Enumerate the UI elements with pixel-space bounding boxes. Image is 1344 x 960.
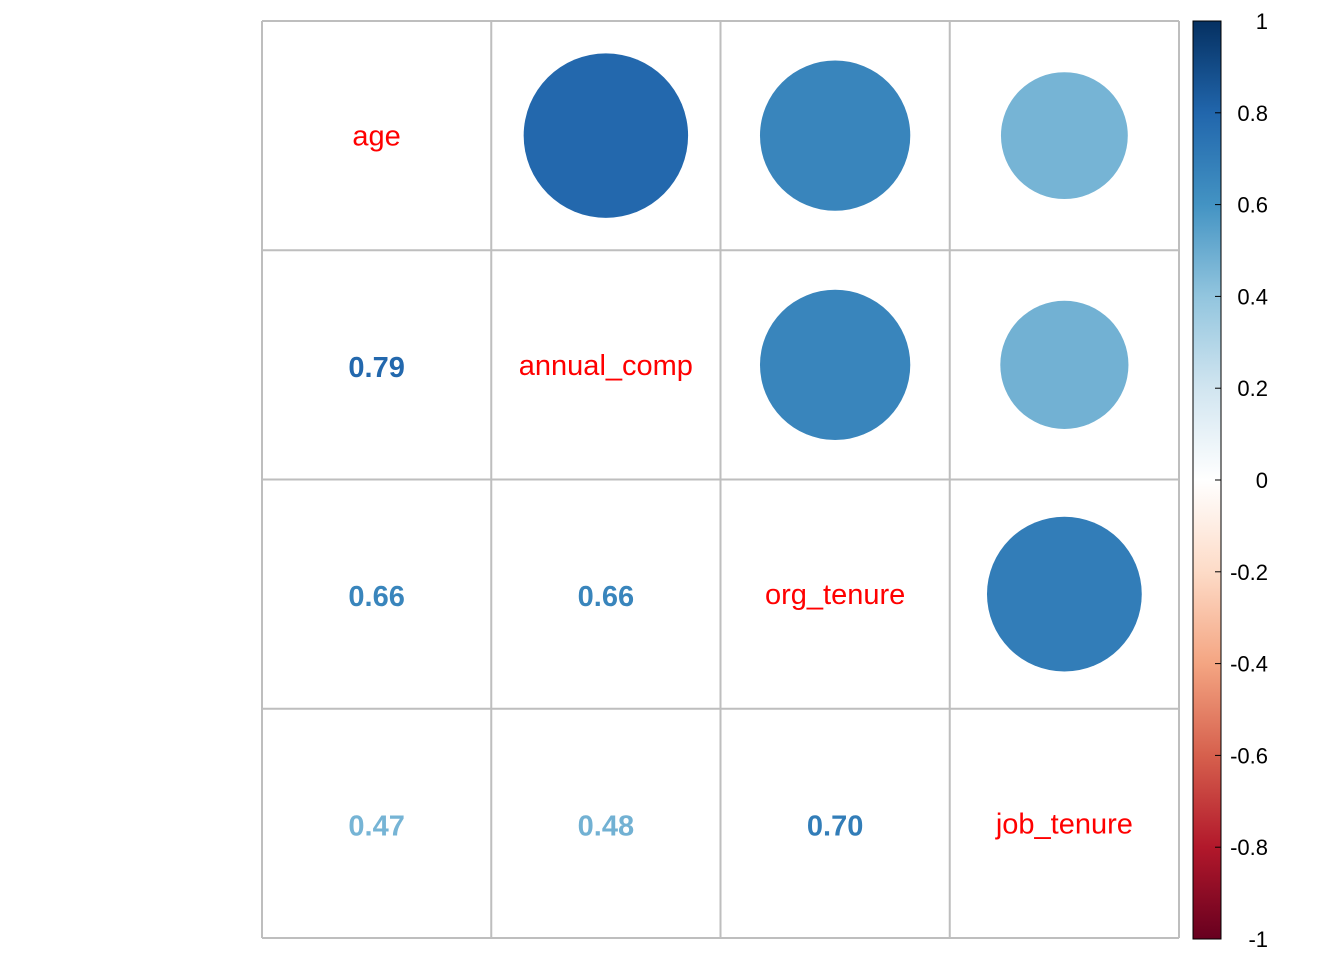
colorbar-tick-label: -0.8 — [1230, 835, 1268, 860]
colorbar-tick-label: 0.2 — [1237, 376, 1268, 401]
colorbar: 1 0.8 0.6 0.4 0.2 0 -0.2 -0.4 -0.6 -0.8 -1 — [1192, 9, 1268, 952]
diagonal-label-age: age — [352, 121, 400, 153]
corr-circle-age-org_tenure — [759, 60, 911, 211]
colorbar-tick-label: -0.6 — [1230, 743, 1268, 768]
diagonal-label-org_tenure: org_tenure — [765, 579, 905, 611]
diagonal-label-job_tenure: job_tenure — [995, 808, 1133, 840]
colorbar-tick-label: -0.2 — [1230, 560, 1268, 585]
colorbar-tick-label: 1 — [1256, 9, 1268, 34]
colorbar-tick-label: 0.4 — [1237, 284, 1268, 309]
corr-value-label: 0.47 — [348, 810, 404, 842]
colorbar-tick-label: -0.4 — [1230, 652, 1268, 677]
corr-value-label: 0.70 — [807, 810, 863, 842]
corr-circle-annual_comp-job_tenure — [1000, 300, 1129, 429]
corr-value-label: 0.66 — [578, 581, 634, 613]
corr-value-label: 0.66 — [348, 581, 404, 613]
diagonal-label-annual_comp: annual_comp — [519, 350, 693, 382]
corr-circle-annual_comp-org_tenure — [759, 289, 911, 441]
matrix-cells: age annual_comp org_tenure job_tenure 0.79 0.… — [261, 20, 1180, 939]
colorbar-tick-label: 0.8 — [1237, 101, 1268, 126]
colorbar-tick-label: -1 — [1248, 927, 1268, 952]
colorbar-tick-label: 0.6 — [1237, 193, 1268, 218]
corr-circle-age-job_tenure — [1000, 72, 1128, 200]
corr-circle-age-annual_comp — [523, 53, 689, 218]
corr-value-label: 0.48 — [578, 810, 634, 842]
colorbar-tick-label: 0 — [1256, 468, 1268, 493]
corr-value-label: 0.79 — [348, 352, 404, 384]
corr-circle-org_tenure-job_tenure — [986, 516, 1142, 672]
